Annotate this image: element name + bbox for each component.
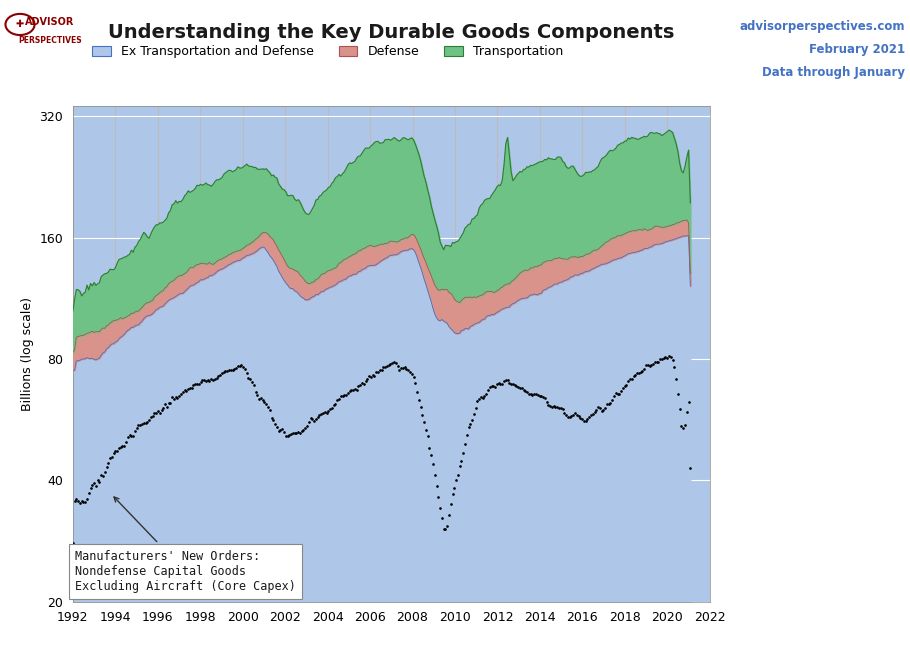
Text: Data through January: Data through January <box>763 66 905 79</box>
Text: Understanding the Key Durable Goods Components: Understanding the Key Durable Goods Comp… <box>108 23 674 42</box>
Text: Manufacturers' New Orders:
Nondefense Capital Goods
Excluding Aircraft (Core Cap: Manufacturers' New Orders: Nondefense Ca… <box>75 497 296 593</box>
Text: ADVISOR: ADVISOR <box>25 17 75 26</box>
Y-axis label: Billions (log scale): Billions (log scale) <box>21 297 34 410</box>
Text: February 2021: February 2021 <box>809 43 905 56</box>
Text: ✚: ✚ <box>16 19 24 30</box>
Text: PERSPECTIVES: PERSPECTIVES <box>18 36 82 46</box>
Text: advisorperspectives.com: advisorperspectives.com <box>740 20 905 33</box>
Legend: Ex Transportation and Defense, Defense, Transportation: Ex Transportation and Defense, Defense, … <box>87 40 568 63</box>
